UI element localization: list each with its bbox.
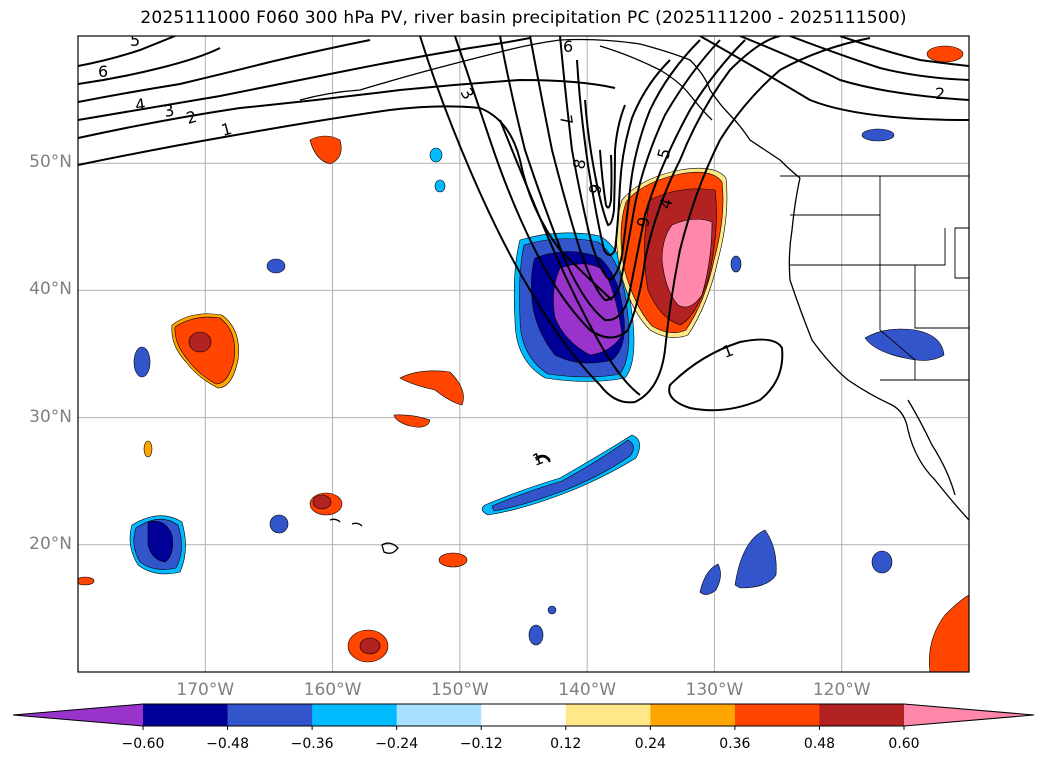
contour-label: 5 [654, 146, 675, 161]
colorbar-segment [650, 704, 736, 726]
lon-tick-label: 140°W [558, 680, 617, 700]
contour-label: 4 [134, 95, 147, 115]
lat-tick-label: 40°N [29, 279, 72, 300]
pv-contours [78, 36, 969, 463]
lon-tick-label: 170°W [176, 680, 235, 700]
contour-label: 9 [585, 182, 605, 195]
colorbar-tick-label: −0.60 [121, 736, 165, 752]
colorbar-segment [734, 704, 820, 726]
colorbar-tick-label: −0.24 [375, 736, 419, 752]
contour-label: 1 [219, 119, 234, 140]
lat-tick-label: 50°N [29, 152, 72, 173]
contour-label: 2 [184, 107, 199, 128]
colorbar-extend-high [904, 704, 1034, 726]
colorbar-segment [143, 704, 229, 726]
coastlines [299, 38, 969, 554]
colorbar-tick-label: −0.12 [459, 736, 503, 752]
lon-tick-label: 120°W [812, 680, 871, 700]
lon-tick-label: 150°W [430, 680, 489, 700]
colorbar-tick-label: 0.24 [634, 736, 666, 752]
map-title: 2025111000 F060 300 hPa PV, river basin … [140, 8, 907, 28]
colorbar-extend-low [13, 704, 143, 726]
lon-tick-label: 130°W [685, 680, 744, 700]
colorbar-tick-label: −0.48 [206, 736, 249, 752]
contour-label: 6 [563, 37, 573, 56]
contour-label: 7 [556, 113, 576, 126]
colorbar-tick-label: 0.48 [803, 736, 836, 752]
political-borders [780, 175, 969, 381]
contour-label: 9 [633, 215, 653, 228]
colorbar [12, 703, 1035, 730]
colorbar-segment [312, 704, 398, 726]
lon-tick-label: 160°W [303, 680, 362, 700]
colorbar-segment [481, 704, 567, 726]
lat-tick-label: 30°N [29, 406, 72, 427]
contour-label: 6 [98, 62, 108, 81]
precip-positive-anomalies [78, 45, 969, 672]
contour-label: 3 [162, 100, 175, 120]
colorbar-tick-label: 0.60 [888, 736, 920, 752]
colorbar-tick-label: 0.12 [550, 736, 582, 752]
contour-label: 4 [656, 196, 677, 211]
colorbar-segment [227, 704, 313, 726]
contour-label: 5 [130, 31, 140, 50]
map-frame [77, 35, 970, 673]
colorbar-segment [819, 704, 905, 726]
colorbar-segment [396, 704, 482, 726]
contour-label: 2 [935, 84, 945, 103]
lat-tick-label: 20°N [29, 533, 72, 554]
contour-label: 8 [569, 157, 589, 170]
colorbar-tick-label: 0.36 [719, 736, 751, 752]
colorbar-segment [565, 704, 651, 726]
colorbar-tick-label: −0.36 [290, 736, 334, 752]
